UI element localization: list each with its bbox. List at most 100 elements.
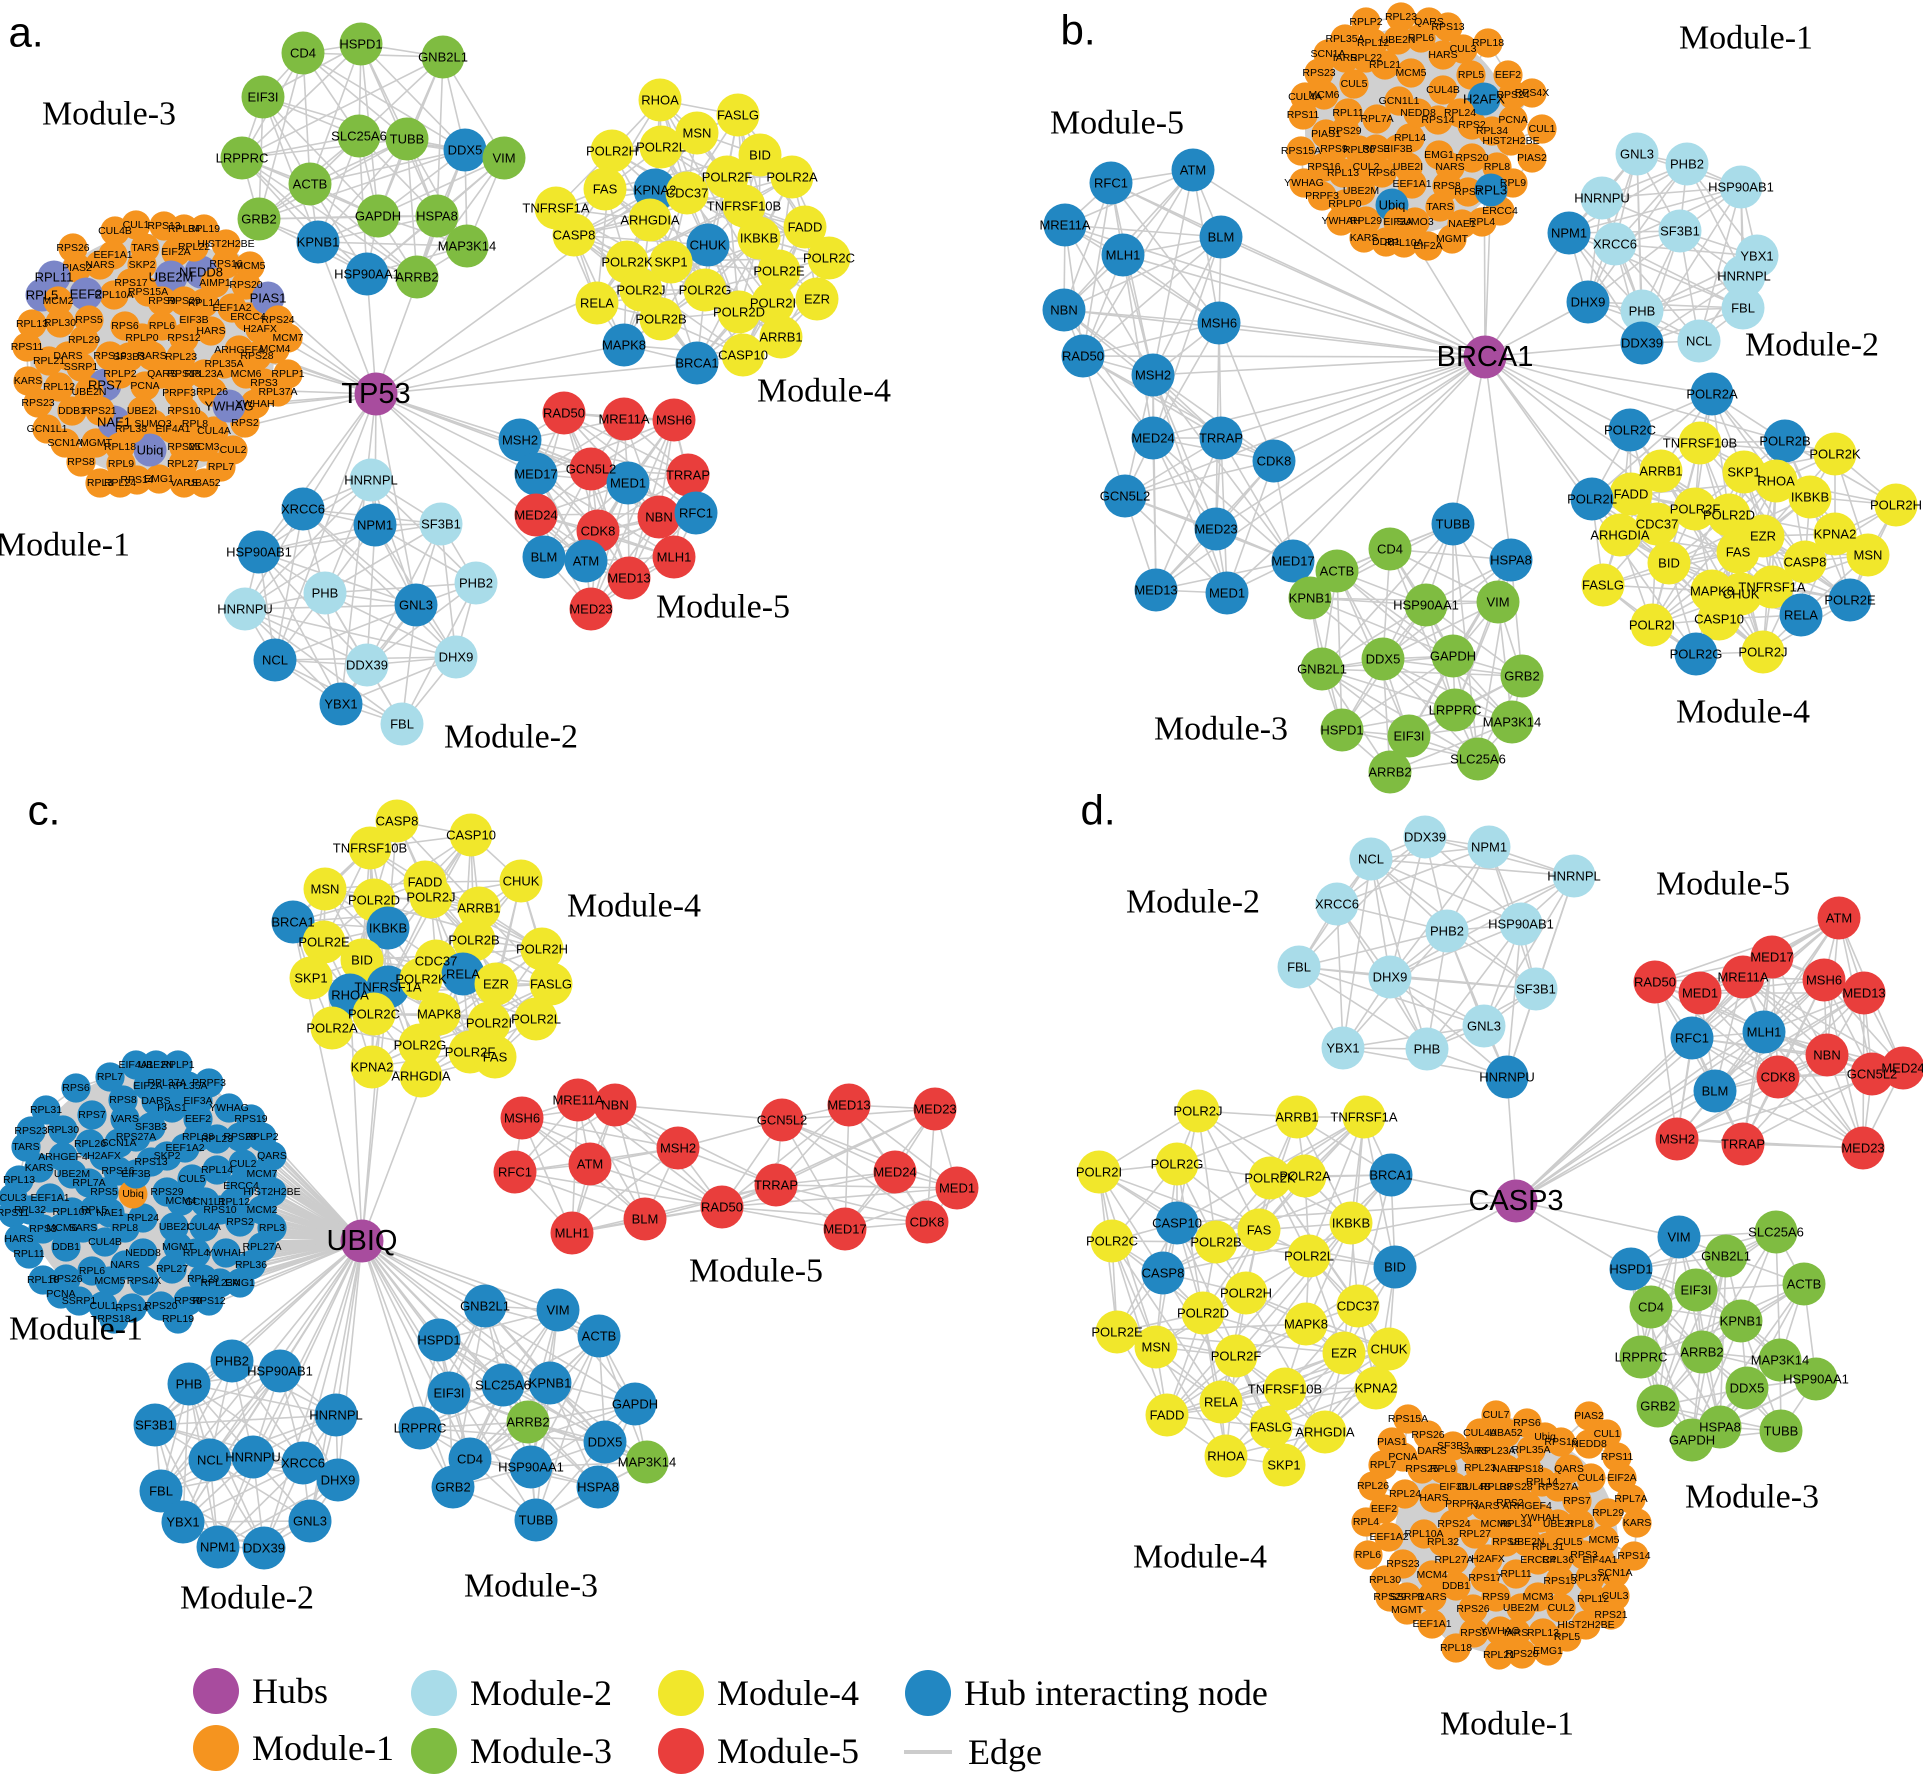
node-CASP8 (1783, 540, 1827, 584)
hub-edge (252, 1240, 363, 1458)
node-MED23 (913, 1087, 957, 1131)
hub-edge (335, 1240, 363, 1416)
node-label-DARS: DARS (1417, 1445, 1446, 1457)
edge (521, 1117, 679, 1149)
edge (1082, 355, 1222, 439)
node-label-ACTB: ACTB (293, 177, 328, 192)
node-label-RPS19: RPS19 (93, 350, 126, 362)
node-label-RARS: RARS (137, 350, 166, 362)
node-VIM (1476, 580, 1520, 624)
node-CASP8 (375, 799, 419, 843)
node-label-GRB2: GRB2 (1640, 1399, 1675, 1414)
node-VARS (169, 468, 199, 498)
node-PRPF3 (1307, 181, 1337, 211)
node-label-GNB2L1: GNB2L1 (1701, 1249, 1751, 1264)
node-YWHAG (214, 1093, 244, 1123)
node-label-UBE2N: UBE2N (138, 1059, 173, 1071)
hub-edge (1484, 356, 1631, 431)
hub-edge (1515, 992, 1865, 1202)
node-label-EIF3A: EIF3A (1383, 216, 1412, 228)
node-BRCA1 (271, 900, 315, 944)
node-label-RPL37A: RPL37A (258, 386, 297, 398)
node-label-CASP8: CASP8 (1784, 555, 1827, 570)
node-label-RPL26: RPL26 (1357, 1480, 1389, 1492)
node-label-RPL30: RPL30 (1369, 1574, 1401, 1586)
node-label-RPS4X: RPS4X (1515, 87, 1549, 99)
node-label-RPL6: RPL6 (1355, 1549, 1381, 1561)
node-SLC25A6 (1456, 737, 1500, 781)
module-label-d-Module-3: Module-3 (1685, 1479, 1819, 1516)
node-label-NBN: NBN (601, 1098, 628, 1113)
node-MSH2 (498, 418, 542, 462)
node-label-RPS23: RPS23 (1302, 67, 1335, 79)
edge (440, 523, 457, 658)
node-label-RPL11: RPL11 (1500, 1568, 1531, 1580)
node-label-RPL10A: RPL10A (94, 289, 133, 301)
node-label-MSH6: MSH6 (1806, 973, 1842, 988)
node-ATM (564, 539, 608, 583)
node-label-RPS3: RPS3 (29, 1223, 57, 1235)
node-label-ARHGEF4: ARHGEF4 (1502, 1500, 1552, 1512)
node-label-EEF2: EEF2 (70, 287, 103, 302)
node-label-ARRB2: ARRB2 (506, 1415, 549, 1430)
node-RPS23 (23, 388, 53, 418)
node-GRB2 (431, 1465, 475, 1509)
node-label-YWHAH: YWHAH (235, 398, 274, 410)
panel-letter-c: c. (28, 787, 61, 834)
node-RARS (137, 341, 167, 371)
hub-edge (1122, 254, 1486, 358)
node-label-POLR2E: POLR2E (298, 935, 350, 950)
node-DARS (53, 341, 83, 371)
node-label-RPL7A: RPL7A (72, 1177, 105, 1189)
node-label-CDK8: CDK8 (1761, 1070, 1796, 1085)
edge (514, 1171, 646, 1220)
node-label-RPL11: RPL11 (35, 270, 74, 285)
legend-label-Module-5: Module-5 (717, 1731, 859, 1771)
hub-edge (1394, 1200, 1517, 1268)
node-label-EIF4A1: EIF4A1 (118, 1059, 153, 1071)
node-POLR2K (1813, 432, 1857, 476)
node-label-RHOA: RHOA (1207, 1449, 1245, 1464)
node-label-RPL6: RPL6 (79, 1265, 105, 1277)
node-label-ERCC4: ERCC4 (230, 311, 266, 323)
node-POLR2B (1763, 419, 1807, 463)
node-label-TUBB: TUBB (1436, 517, 1471, 532)
node-TNFRSF1A (1750, 565, 1794, 609)
node-label-RPS2: RPS2 (1458, 119, 1486, 131)
node-CD4 (1368, 527, 1412, 571)
node-label-NARS: NARS (1435, 161, 1464, 173)
node-ATM (568, 1142, 612, 1186)
node-label-RPS18: RPS18 (167, 368, 200, 380)
node-label-HNRNPL: HNRNPL (309, 1408, 362, 1423)
hub-edge (1452, 356, 1486, 525)
node-label-TARS: TARS (131, 242, 158, 254)
node-label-NPM1: NPM1 (1471, 840, 1507, 855)
node-EIF2A (1413, 231, 1443, 261)
edge (1152, 169, 1194, 376)
node-MED1 (1205, 571, 1249, 615)
node-BID (738, 133, 782, 177)
node-POLR2G (683, 268, 727, 312)
hub-edge (1484, 232, 1570, 358)
node-label-DDX39: DDX39 (1404, 830, 1446, 845)
edge (217, 1479, 339, 1548)
node-label-RPS26: RPS26 (56, 242, 89, 254)
edge (241, 157, 368, 275)
node-label-RPS14: RPS14 (1421, 114, 1454, 126)
node-label-TARS: TARS (1426, 201, 1453, 213)
node-UBE2M (57, 1159, 87, 1189)
node-label-RPS28: RPS28 (240, 350, 273, 362)
node-HSP90AB1 (237, 530, 281, 574)
edge (1082, 355, 1126, 497)
panel-d: DDX39 NPM1 NCL HNRNPL XRCC6 PHB2 HSP90AB1 FBL DH… (1076, 787, 1923, 1743)
node-RPS9 (173, 1286, 203, 1316)
node-MED24 (1131, 416, 1175, 460)
node-label-MCM3: MCM3 (1523, 1591, 1554, 1603)
node-label-ARHGDIA: ARHGDIA (1295, 1425, 1355, 1440)
node-label-PCNA: PCNA (130, 380, 159, 392)
node-RPS10 (169, 396, 199, 426)
node-label-TNFRSF10B: TNFRSF10B (333, 841, 407, 856)
hub-edge (1226, 356, 1486, 594)
legend-label-Module-3: Module-3 (470, 1731, 612, 1771)
node-label-IKBKB: IKBKB (1791, 490, 1829, 505)
